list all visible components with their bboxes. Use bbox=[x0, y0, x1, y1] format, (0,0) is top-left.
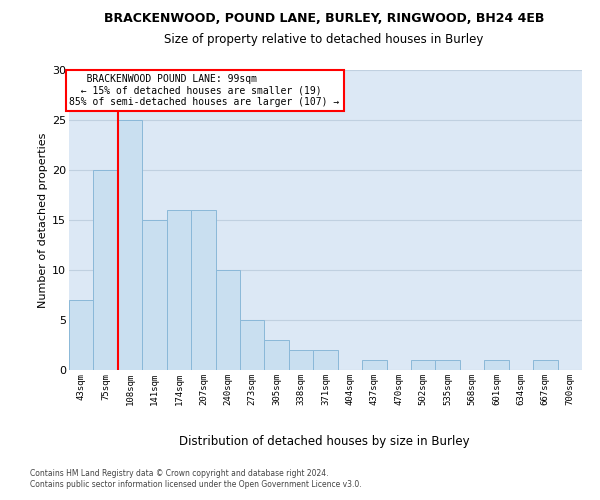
Bar bbox=[118, 120, 142, 370]
Y-axis label: Number of detached properties: Number of detached properties bbox=[38, 132, 48, 308]
Bar bbox=[69, 300, 94, 370]
Text: Size of property relative to detached houses in Burley: Size of property relative to detached ho… bbox=[164, 32, 484, 46]
Bar bbox=[436, 360, 460, 370]
Text: Contains public sector information licensed under the Open Government Licence v3: Contains public sector information licen… bbox=[30, 480, 362, 489]
Text: BRACKENWOOD, POUND LANE, BURLEY, RINGWOOD, BH24 4EB: BRACKENWOOD, POUND LANE, BURLEY, RINGWOO… bbox=[104, 12, 544, 26]
Text: Contains HM Land Registry data © Crown copyright and database right 2024.: Contains HM Land Registry data © Crown c… bbox=[30, 468, 329, 477]
Bar bbox=[411, 360, 436, 370]
Text: Distribution of detached houses by size in Burley: Distribution of detached houses by size … bbox=[179, 435, 469, 448]
Bar bbox=[289, 350, 313, 370]
Bar bbox=[265, 340, 289, 370]
Bar bbox=[484, 360, 509, 370]
Bar bbox=[191, 210, 215, 370]
Bar bbox=[167, 210, 191, 370]
Bar bbox=[94, 170, 118, 370]
Text: BRACKENWOOD POUND LANE: 99sqm
  ← 15% of detached houses are smaller (19)
85% of: BRACKENWOOD POUND LANE: 99sqm ← 15% of d… bbox=[70, 74, 340, 107]
Bar bbox=[533, 360, 557, 370]
Bar bbox=[142, 220, 167, 370]
Bar bbox=[362, 360, 386, 370]
Bar bbox=[215, 270, 240, 370]
Bar bbox=[240, 320, 265, 370]
Bar bbox=[313, 350, 338, 370]
